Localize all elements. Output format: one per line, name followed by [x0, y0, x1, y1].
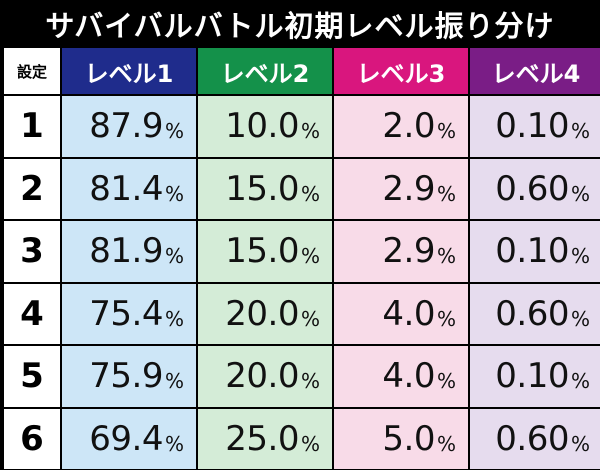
- value-cell: 81.9%: [62, 221, 196, 282]
- value-cell: 0.60%: [470, 158, 600, 219]
- setting-label: 4: [4, 283, 60, 344]
- value-cell: 2.0%: [334, 96, 468, 157]
- value-number: 0.60: [495, 168, 569, 209]
- percent-unit: %: [436, 369, 456, 394]
- value-cell: 20.0%: [198, 346, 332, 407]
- value-number: 87.9: [89, 106, 163, 147]
- value-number: 81.4: [89, 168, 163, 209]
- level-distribution-table: 設定 レベル1 レベル2 レベル3 レベル4 1 87.9% 10.0% 2.0…: [4, 48, 600, 469]
- setting-label: 5: [4, 346, 60, 407]
- value-cell: 15.0%: [198, 158, 332, 219]
- value-number: 0.10: [495, 231, 569, 272]
- value-cell: 0.10%: [470, 221, 600, 282]
- value-cell: 20.0%: [198, 283, 332, 344]
- value-number: 0.60: [495, 293, 569, 334]
- setting-label: 1: [4, 96, 60, 157]
- percent-unit: %: [164, 369, 184, 394]
- value-cell: 2.9%: [334, 158, 468, 219]
- value-number: 81.9: [89, 231, 163, 272]
- value-number: 20.0: [225, 293, 299, 334]
- percent-unit: %: [570, 369, 590, 394]
- value-number: 2.9: [382, 168, 435, 209]
- percent-unit: %: [164, 181, 184, 206]
- value-number: 20.0: [225, 356, 299, 397]
- value-cell: 2.9%: [334, 221, 468, 282]
- value-cell: 25.0%: [198, 408, 332, 469]
- percent-unit: %: [436, 306, 456, 331]
- value-number: 75.4: [89, 293, 163, 334]
- percent-unit: %: [164, 119, 184, 144]
- percent-unit: %: [164, 244, 184, 269]
- header-level-1: レベル1: [62, 48, 196, 94]
- percent-unit: %: [300, 181, 320, 206]
- header-level-4: レベル4: [470, 48, 600, 94]
- value-number: 4.0: [382, 356, 435, 397]
- value-cell: 10.0%: [198, 96, 332, 157]
- value-number: 5.0: [382, 418, 435, 459]
- value-number: 2.0: [382, 106, 435, 147]
- table-title: サバイバルバトル初期レベル振り分け: [45, 9, 555, 43]
- value-number: 25.0: [225, 418, 299, 459]
- percent-unit: %: [570, 244, 590, 269]
- percent-unit: %: [436, 431, 456, 456]
- value-cell: 0.10%: [470, 346, 600, 407]
- value-cell: 81.4%: [62, 158, 196, 219]
- value-cell: 0.10%: [470, 96, 600, 157]
- setting-label: 3: [4, 221, 60, 282]
- percent-unit: %: [164, 431, 184, 456]
- percent-unit: %: [570, 431, 590, 456]
- percent-unit: %: [436, 119, 456, 144]
- header-level-2: レベル2: [198, 48, 332, 94]
- value-number: 0.60: [495, 418, 569, 459]
- percent-unit: %: [300, 244, 320, 269]
- value-number: 0.10: [495, 356, 569, 397]
- percent-unit: %: [164, 306, 184, 331]
- setting-label: 6: [4, 408, 60, 469]
- setting-label: 2: [4, 158, 60, 219]
- percent-unit: %: [300, 119, 320, 144]
- value-cell: 0.60%: [470, 408, 600, 469]
- percent-unit: %: [570, 119, 590, 144]
- percent-unit: %: [570, 181, 590, 206]
- value-cell: 0.60%: [470, 283, 600, 344]
- percent-unit: %: [570, 306, 590, 331]
- value-cell: 87.9%: [62, 96, 196, 157]
- header-setting: 設定: [4, 48, 60, 94]
- value-cell: 75.4%: [62, 283, 196, 344]
- value-number: 4.0: [382, 293, 435, 334]
- percent-unit: %: [300, 306, 320, 331]
- value-number: 15.0: [225, 231, 299, 272]
- value-cell: 5.0%: [334, 408, 468, 469]
- value-cell: 4.0%: [334, 346, 468, 407]
- value-number: 69.4: [89, 418, 163, 459]
- percent-unit: %: [436, 244, 456, 269]
- value-cell: 69.4%: [62, 408, 196, 469]
- value-cell: 75.9%: [62, 346, 196, 407]
- percent-unit: %: [300, 369, 320, 394]
- value-cell: 15.0%: [198, 221, 332, 282]
- value-number: 75.9: [89, 356, 163, 397]
- header-level-3: レベル3: [334, 48, 468, 94]
- percent-unit: %: [436, 181, 456, 206]
- value-cell: 4.0%: [334, 283, 468, 344]
- value-number: 0.10: [495, 106, 569, 147]
- value-number: 15.0: [225, 168, 299, 209]
- value-number: 2.9: [382, 231, 435, 272]
- percent-unit: %: [300, 431, 320, 456]
- value-number: 10.0: [225, 106, 299, 147]
